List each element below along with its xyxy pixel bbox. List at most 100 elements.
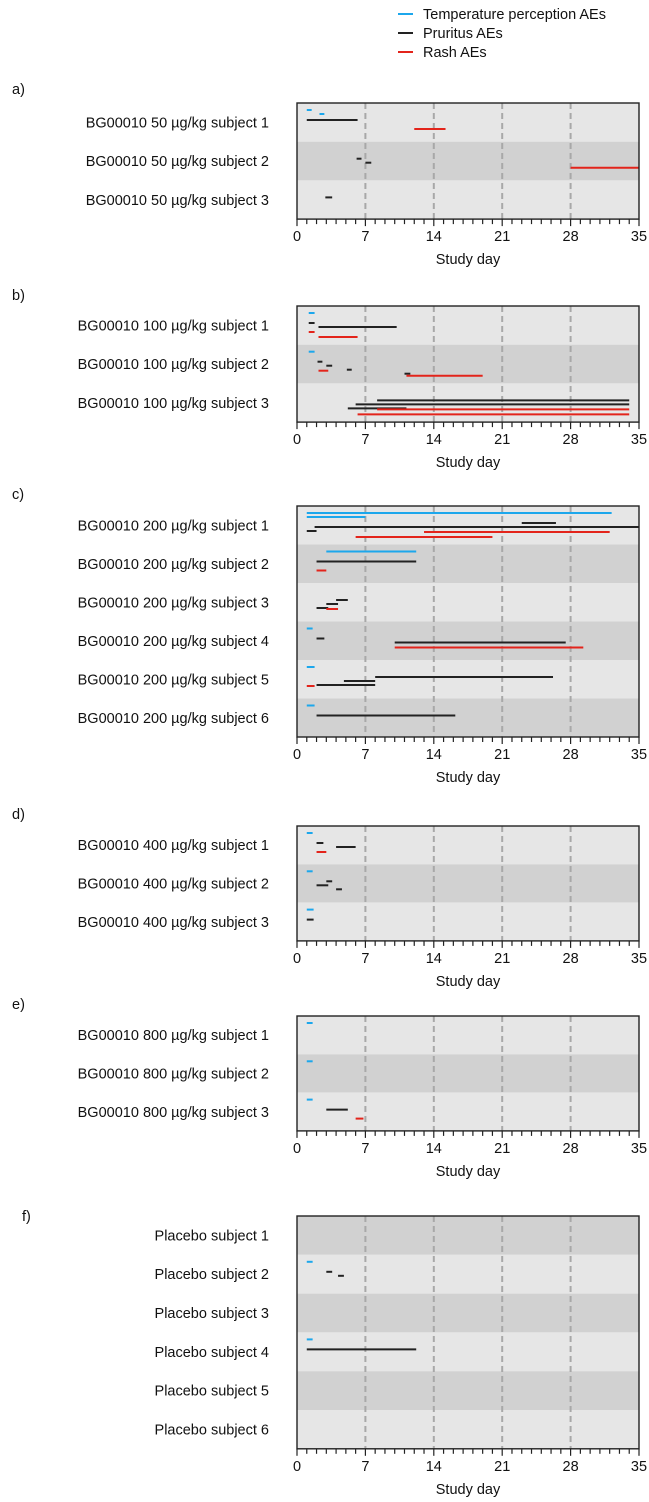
- x-tick-label: 28: [563, 229, 579, 245]
- row-band: [297, 1410, 639, 1449]
- row-band: [297, 1293, 639, 1333]
- panel-label: f): [22, 1209, 31, 1225]
- x-tick-label: 0: [293, 432, 301, 448]
- x-tick-label: 14: [426, 432, 442, 448]
- x-tick-label: 21: [494, 1141, 510, 1157]
- panel-label: c): [12, 487, 24, 503]
- row-band: [297, 1332, 639, 1372]
- x-tick-label: 28: [563, 432, 579, 448]
- legend-label-temperature: Temperature perception AEs: [423, 7, 606, 23]
- x-tick-label: 28: [563, 1141, 579, 1157]
- x-tick-label: 21: [494, 432, 510, 448]
- panel-frame: [296, 1015, 640, 1132]
- x-tick-label: 28: [563, 951, 579, 967]
- subject-label: Placebo subject 2: [155, 1267, 269, 1283]
- row-band: [297, 583, 639, 622]
- x-axis-label: Study day: [436, 1164, 501, 1180]
- row-band: [297, 306, 639, 345]
- row-band: [297, 506, 639, 545]
- subject-label: BG00010 400 µg/kg subject 3: [78, 915, 269, 931]
- x-tick-label: 0: [293, 951, 301, 967]
- x-tick-label: 14: [426, 1459, 442, 1475]
- subject-label: BG00010 800 µg/kg subject 2: [78, 1066, 269, 1082]
- subject-label: Placebo subject 6: [155, 1422, 269, 1438]
- panel-frame: [296, 825, 640, 942]
- subject-label: BG00010 50 µg/kg subject 3: [86, 193, 269, 209]
- x-tick-label: 21: [494, 951, 510, 967]
- panel-label: b): [12, 288, 25, 304]
- x-tick-label: 0: [293, 229, 301, 245]
- row-band: [297, 1371, 639, 1410]
- row-band: [297, 1254, 639, 1294]
- x-tick-label: 28: [563, 1459, 579, 1475]
- x-tick-label: 0: [293, 747, 301, 763]
- panel-label: a): [12, 82, 25, 98]
- panel-frame: [296, 305, 640, 423]
- subject-label: Placebo subject 4: [155, 1345, 269, 1361]
- panel-frame: [296, 102, 640, 220]
- row-band: [297, 1054, 639, 1093]
- subject-label: BG00010 400 µg/kg subject 1: [78, 838, 269, 854]
- x-axis-label: Study day: [436, 974, 501, 990]
- subject-label: BG00010 200 µg/kg subject 6: [78, 711, 269, 727]
- row-band: [297, 1016, 639, 1055]
- x-tick-label: 0: [293, 1459, 301, 1475]
- subject-label: Placebo subject 1: [155, 1228, 269, 1244]
- x-tick-label: 35: [631, 1141, 647, 1157]
- subject-label: BG00010 400 µg/kg subject 2: [78, 876, 269, 892]
- x-tick-label: 35: [631, 951, 647, 967]
- x-tick-label: 14: [426, 229, 442, 245]
- x-tick-label: 14: [426, 747, 442, 763]
- subject-label: BG00010 50 µg/kg subject 1: [86, 115, 269, 131]
- row-band: [297, 344, 639, 384]
- x-tick-label: 28: [563, 747, 579, 763]
- x-tick-label: 7: [361, 1141, 369, 1157]
- subject-label: Placebo subject 3: [155, 1306, 269, 1322]
- panel-label: d): [12, 807, 25, 823]
- row-band: [297, 544, 639, 583]
- legend-label-rash: Rash AEs: [423, 45, 487, 61]
- row-band: [297, 180, 639, 220]
- panel-frame: [296, 1215, 640, 1450]
- row-band: [297, 902, 639, 941]
- x-axis-label: Study day: [436, 1482, 501, 1498]
- x-tick-label: 14: [426, 951, 442, 967]
- subject-label: BG00010 200 µg/kg subject 3: [78, 595, 269, 611]
- subject-label: BG00010 200 µg/kg subject 2: [78, 557, 269, 573]
- row-band: [297, 864, 639, 903]
- x-tick-label: 0: [293, 1141, 301, 1157]
- subject-label: BG00010 50 µg/kg subject 2: [86, 154, 269, 170]
- row-band: [297, 660, 639, 699]
- row-band: [297, 826, 639, 865]
- x-tick-label: 7: [361, 747, 369, 763]
- subject-label: BG00010 200 µg/kg subject 1: [78, 518, 269, 534]
- x-tick-label: 7: [361, 432, 369, 448]
- subject-label: BG00010 800 µg/kg subject 1: [78, 1028, 269, 1044]
- x-tick-label: 21: [494, 229, 510, 245]
- subject-label: BG00010 100 µg/kg subject 3: [78, 396, 269, 412]
- subject-label: Placebo subject 5: [155, 1384, 269, 1400]
- x-tick-label: 35: [631, 1459, 647, 1475]
- subject-label: BG00010 800 µg/kg subject 3: [78, 1105, 269, 1121]
- x-axis-label: Study day: [436, 252, 501, 268]
- row-band: [297, 141, 639, 181]
- x-tick-label: 7: [361, 1459, 369, 1475]
- x-tick-label: 35: [631, 432, 647, 448]
- x-tick-label: 21: [494, 747, 510, 763]
- row-band: [297, 698, 639, 737]
- x-tick-label: 35: [631, 747, 647, 763]
- legend-label-pruritus: Pruritus AEs: [423, 26, 503, 42]
- row-band: [297, 383, 639, 423]
- subject-label: BG00010 100 µg/kg subject 2: [78, 357, 269, 373]
- x-axis-label: Study day: [436, 455, 501, 471]
- x-tick-label: 7: [361, 229, 369, 245]
- row-band: [297, 621, 639, 660]
- x-tick-label: 35: [631, 229, 647, 245]
- x-axis-label: Study day: [436, 770, 501, 786]
- x-tick-label: 7: [361, 951, 369, 967]
- subject-label: BG00010 200 µg/kg subject 4: [78, 634, 269, 650]
- panel-frame: [296, 505, 640, 738]
- row-band: [297, 103, 639, 142]
- row-band: [297, 1092, 639, 1131]
